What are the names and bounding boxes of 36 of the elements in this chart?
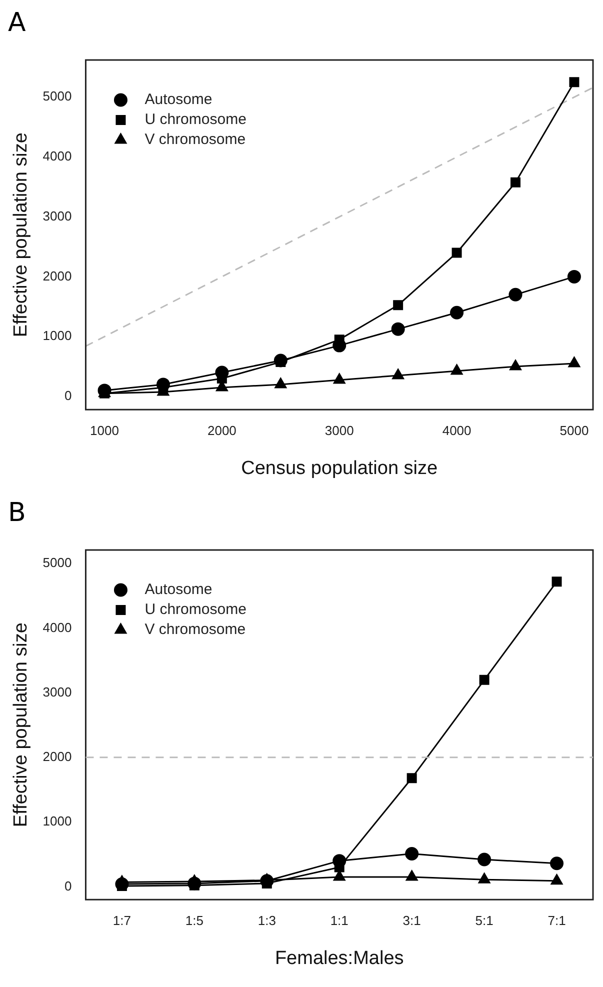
y-axis-title: Effective population size <box>10 132 32 338</box>
x-tick-label: 5:1 <box>475 912 494 928</box>
y-tick-label: 5000 <box>42 88 72 104</box>
legend-label: U chromosome <box>144 111 246 128</box>
chart-title: A <box>8 8 26 38</box>
y-tick-label: 0 <box>64 388 72 404</box>
y-axis-title: Effective population size <box>10 622 32 828</box>
x-tick-label: 3:1 <box>402 912 421 928</box>
x-tick-label: 1:3 <box>258 912 276 928</box>
x-tick-label: 5000 <box>560 422 589 438</box>
legend-label: U chromosome <box>144 601 246 618</box>
legend-label: Autosome <box>144 581 212 598</box>
y-tick-label: 3000 <box>42 684 72 700</box>
y-tick-label: 1000 <box>42 328 72 344</box>
x-tick-label: 1:5 <box>185 912 204 928</box>
x-tick-label: 4000 <box>442 422 472 438</box>
y-tick-label: 3000 <box>42 208 72 224</box>
y-tick-label: 1000 <box>42 814 72 829</box>
y-tick-label: 4000 <box>42 148 72 164</box>
x-tick-label: 7:1 <box>548 912 566 928</box>
x-axis-title: Census population size <box>241 458 438 479</box>
y-tick-label: 0 <box>64 878 72 894</box>
x-tick-label: 1:7 <box>112 912 131 928</box>
y-tick-label: 2000 <box>42 749 72 764</box>
y-tick-label: 5000 <box>42 555 72 570</box>
legend-label: V chromosome <box>144 131 246 148</box>
x-tick-label: 2000 <box>207 422 236 438</box>
y-tick-label: 4000 <box>42 620 72 635</box>
x-axis-title: Females:Males <box>274 948 404 969</box>
x-tick-label: 3000 <box>324 422 354 438</box>
legend-label: Autosome <box>144 91 212 108</box>
x-tick-label: 1:1 <box>330 912 348 928</box>
chart-title: B <box>8 498 26 528</box>
y-tick-label: 2000 <box>42 268 72 284</box>
legend-label: V chromosome <box>144 621 246 638</box>
x-tick-label: 1000 <box>90 422 119 438</box>
